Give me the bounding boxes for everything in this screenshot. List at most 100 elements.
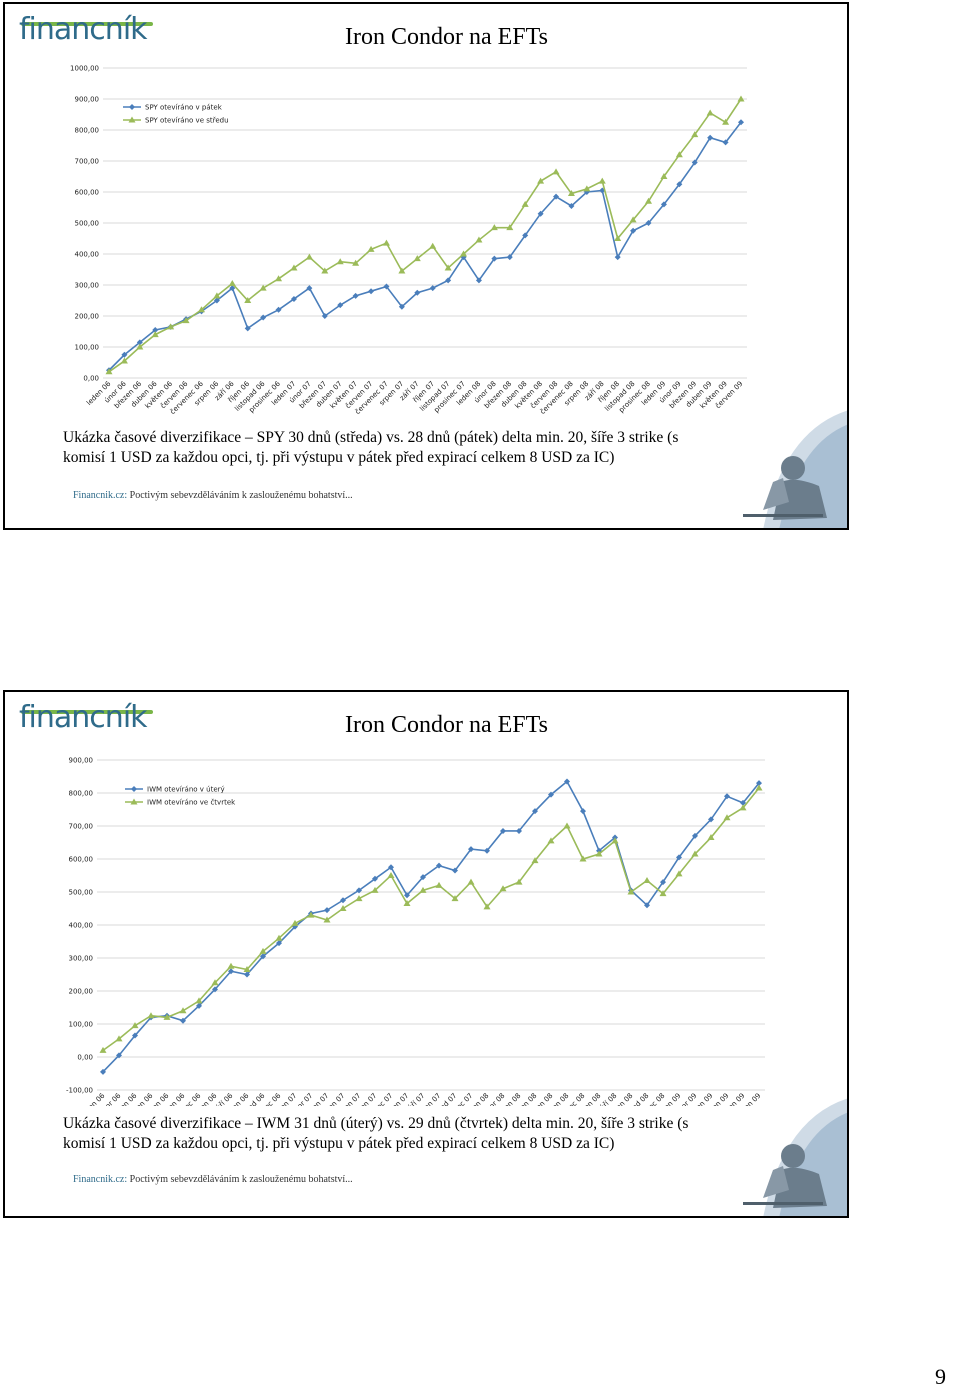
data-point <box>755 784 763 791</box>
caption-line-1: Ukázka časové diverzifikace – SPY 30 dnů… <box>63 429 679 446</box>
data-point <box>614 235 622 241</box>
data-point <box>197 306 205 313</box>
data-point <box>398 303 405 310</box>
data-point <box>167 323 175 330</box>
data-point <box>629 216 637 223</box>
y-tick-label: 300,00 <box>75 282 100 290</box>
data-point <box>532 808 538 815</box>
data-point <box>676 181 683 188</box>
spy-line-chart: 0,00 100,00 200,00 300,00 400,00 500,00 600,00… <box>70 65 747 416</box>
y-tick-label: 600,00 <box>75 189 100 197</box>
data-point <box>151 331 159 338</box>
data-point <box>243 966 251 973</box>
data-point <box>515 878 523 885</box>
data-point <box>100 1068 106 1075</box>
caption-line-2: komisí 1 USD za každou opci, tj. při výs… <box>63 1135 615 1152</box>
data-point <box>228 279 236 286</box>
data-point <box>305 253 313 260</box>
data-point <box>429 242 437 249</box>
legend-marker <box>131 786 137 792</box>
logo-accent-bar <box>21 22 153 26</box>
data-point <box>723 814 731 821</box>
financnik-logo: financník <box>19 12 155 54</box>
data-point <box>675 151 683 158</box>
data-point <box>491 255 498 262</box>
data-point <box>152 326 159 333</box>
data-point <box>547 837 555 844</box>
data-point <box>467 878 475 885</box>
series-line <box>108 121 742 371</box>
data-point <box>182 317 190 324</box>
data-point <box>306 285 313 292</box>
data-point <box>500 827 506 834</box>
data-point <box>121 351 128 358</box>
data-point <box>506 254 513 261</box>
data-point <box>435 881 443 888</box>
y-tick-label: 1000,00 <box>70 65 99 73</box>
slide-1: financník Iron Condor na EFTs 0,00 100,00… <box>3 2 849 530</box>
footer-text: Poctivým sebevzděláváním k zaslouženému … <box>127 490 353 501</box>
legend-marker <box>130 798 138 805</box>
data-point <box>568 202 575 209</box>
data-point <box>321 267 329 274</box>
y-tick-label: 900,00 <box>69 757 94 765</box>
data-point <box>460 250 468 257</box>
data-point <box>404 892 410 899</box>
y-tick-label: 300,00 <box>69 955 94 963</box>
data-point <box>499 885 507 892</box>
series-line <box>102 780 760 1073</box>
y-tick-label: 700,00 <box>75 158 100 166</box>
data-point <box>475 277 482 284</box>
data-point <box>708 816 714 823</box>
data-point <box>105 368 113 375</box>
y-tick-label: 200,00 <box>69 988 94 996</box>
data-point <box>452 867 458 874</box>
data-point <box>516 827 522 834</box>
data-point <box>676 854 682 861</box>
y-tick-label: 0,00 <box>77 1054 93 1062</box>
data-point <box>213 297 220 304</box>
data-point <box>598 177 606 184</box>
data-point <box>737 95 745 102</box>
slide-title: Iron Condor na EFTs <box>345 712 548 738</box>
data-point <box>291 919 299 926</box>
slide-footer: Financnik.cz: Poctivým sebevzděláváním k… <box>73 490 353 501</box>
data-point <box>260 314 267 321</box>
data-point <box>260 953 266 960</box>
data-point <box>660 173 668 179</box>
data-point <box>136 339 143 346</box>
data-point <box>403 900 411 907</box>
logo-text: financník <box>19 700 148 735</box>
data-point <box>740 799 746 806</box>
data-point <box>382 239 390 246</box>
financnik-logo: financník <box>19 700 155 742</box>
data-point <box>644 902 650 909</box>
data-point <box>691 131 699 138</box>
data-point <box>372 875 378 882</box>
data-point <box>323 916 331 923</box>
legend-marker <box>129 104 135 110</box>
data-point <box>722 139 729 146</box>
y-tick-label: 100,00 <box>69 1021 94 1029</box>
data-point <box>115 1035 123 1042</box>
data-point <box>521 200 529 207</box>
y-tick-label: 500,00 <box>75 220 100 228</box>
data-point <box>371 886 379 893</box>
data-point <box>553 193 560 200</box>
data-point <box>213 292 221 299</box>
data-point <box>522 232 529 239</box>
data-point <box>388 864 394 871</box>
legend-label: SPY otevíráno ve středu <box>145 117 229 125</box>
y-tick-label: -100,00 <box>66 1087 93 1095</box>
data-point <box>163 1013 171 1020</box>
data-point <box>724 793 730 800</box>
data-point <box>229 285 236 292</box>
data-point <box>131 1022 139 1029</box>
data-point <box>120 357 128 364</box>
y-tick-label: 0,00 <box>83 375 99 383</box>
page-number: 9 <box>935 1364 946 1389</box>
logo-text: financník <box>19 12 148 47</box>
data-point <box>706 109 714 116</box>
data-point <box>567 190 575 197</box>
data-point <box>324 907 330 914</box>
